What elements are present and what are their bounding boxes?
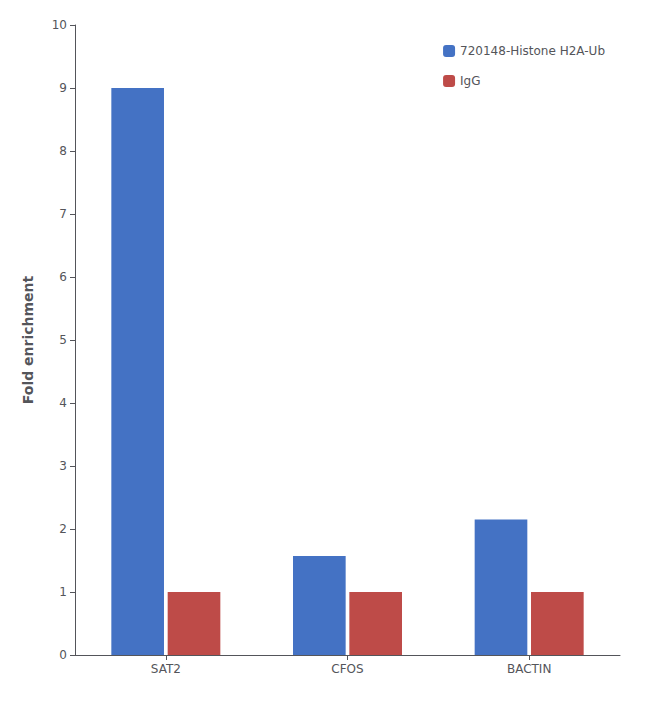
svg-text:4: 4	[59, 396, 67, 410]
svg-text:Fold enrichment: Fold enrichment	[20, 275, 36, 404]
svg-text:CFOS: CFOS	[331, 662, 363, 676]
svg-text:3: 3	[59, 459, 67, 473]
svg-text:5: 5	[59, 333, 67, 347]
svg-text:6: 6	[59, 270, 67, 284]
svg-text:IgG: IgG	[460, 74, 480, 88]
svg-text:9: 9	[59, 81, 67, 95]
svg-text:BACTIN: BACTIN	[507, 662, 551, 676]
svg-text:2: 2	[59, 522, 67, 536]
svg-text:7: 7	[59, 207, 67, 221]
svg-text:1: 1	[59, 585, 67, 599]
svg-text:10: 10	[52, 18, 67, 32]
svg-text:0: 0	[59, 648, 67, 662]
svg-text:8: 8	[59, 144, 67, 158]
svg-text:SAT2: SAT2	[151, 662, 181, 676]
svg-text:720148-Histone H2A-Ub: 720148-Histone H2A-Ub	[460, 44, 605, 58]
